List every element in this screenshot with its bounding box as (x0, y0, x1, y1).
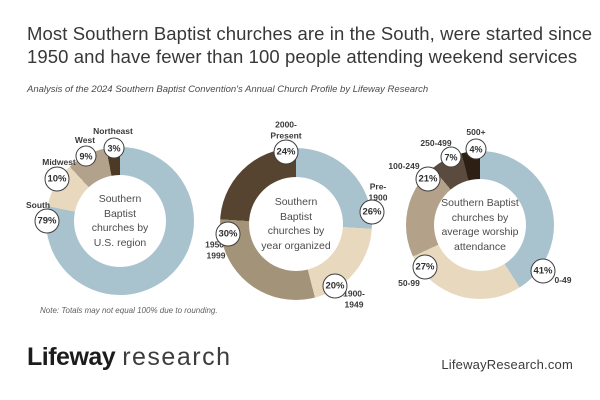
segment-badge-500-plus: 4% (465, 138, 487, 160)
website-url: LifewayResearch.com (441, 357, 573, 372)
donut-hole-attendance (434, 179, 526, 271)
segment-badge-midwest: 10% (44, 166, 70, 192)
segment-badge-2000-present: 24% (273, 139, 299, 165)
donut-hole-year-organized (249, 177, 343, 271)
donut-center-label-us-region: Southern Baptist churches by U.S. region (91, 193, 149, 249)
donut-center-label-year-organized: Southern Baptist churches by year organi… (261, 196, 331, 252)
segment-label-1950-1999: 1950- 1999 (205, 239, 227, 261)
segment-badge-0-49: 41% (530, 258, 556, 284)
segment-badge-100-249: 21% (415, 166, 441, 192)
segment-label-500-plus: 500+ (466, 126, 486, 137)
lifeway-research-logo: Lifeway research (27, 343, 231, 372)
rounding-note: Note: Totals may not equal 100% due to r… (40, 306, 218, 315)
segment-badge-south: 79% (34, 208, 60, 234)
segment-label-northeast: Northeast (93, 125, 133, 136)
segment-label-2000-present: 2000- Present (270, 119, 302, 141)
segment-label-0-49: 0-49 (554, 274, 572, 285)
segment-label-50-99: 50-99 (398, 277, 420, 288)
donut-hole-us-region (74, 175, 166, 267)
segment-badge-250-499: 7% (440, 146, 462, 168)
logo-research-wordmark: research (122, 343, 232, 371)
segment-label-midwest: Midwest (42, 156, 76, 167)
segment-badge-50-99: 27% (412, 254, 438, 280)
segment-badge-northeast: 3% (103, 137, 125, 159)
segment-label-west: West (74, 134, 96, 145)
logo-lifeway-wordmark: Lifeway (27, 343, 116, 371)
segment-label-1900-1949: 1900- 1949 (343, 288, 365, 310)
segment-badge-1950-1999: 30% (215, 221, 241, 247)
segment-label-250-499: 250-499 (420, 137, 452, 148)
segment-badge-pre-1900: 26% (359, 199, 385, 225)
page-subtitle: Analysis of the 2024 Southern Baptist Co… (27, 84, 429, 95)
donut-center-label-attendance: Southern Baptist churches by average wor… (441, 197, 519, 253)
page-title: Most Southern Baptist churches are in th… (27, 23, 593, 67)
segment-label-100-249: 100-249 (388, 160, 420, 171)
segment-badge-1900-1949: 20% (322, 273, 348, 299)
segment-label-south: South (25, 199, 51, 210)
segment-badge-west: 9% (75, 145, 97, 167)
segment-label-pre-1900: Pre- 1900 (368, 181, 388, 203)
